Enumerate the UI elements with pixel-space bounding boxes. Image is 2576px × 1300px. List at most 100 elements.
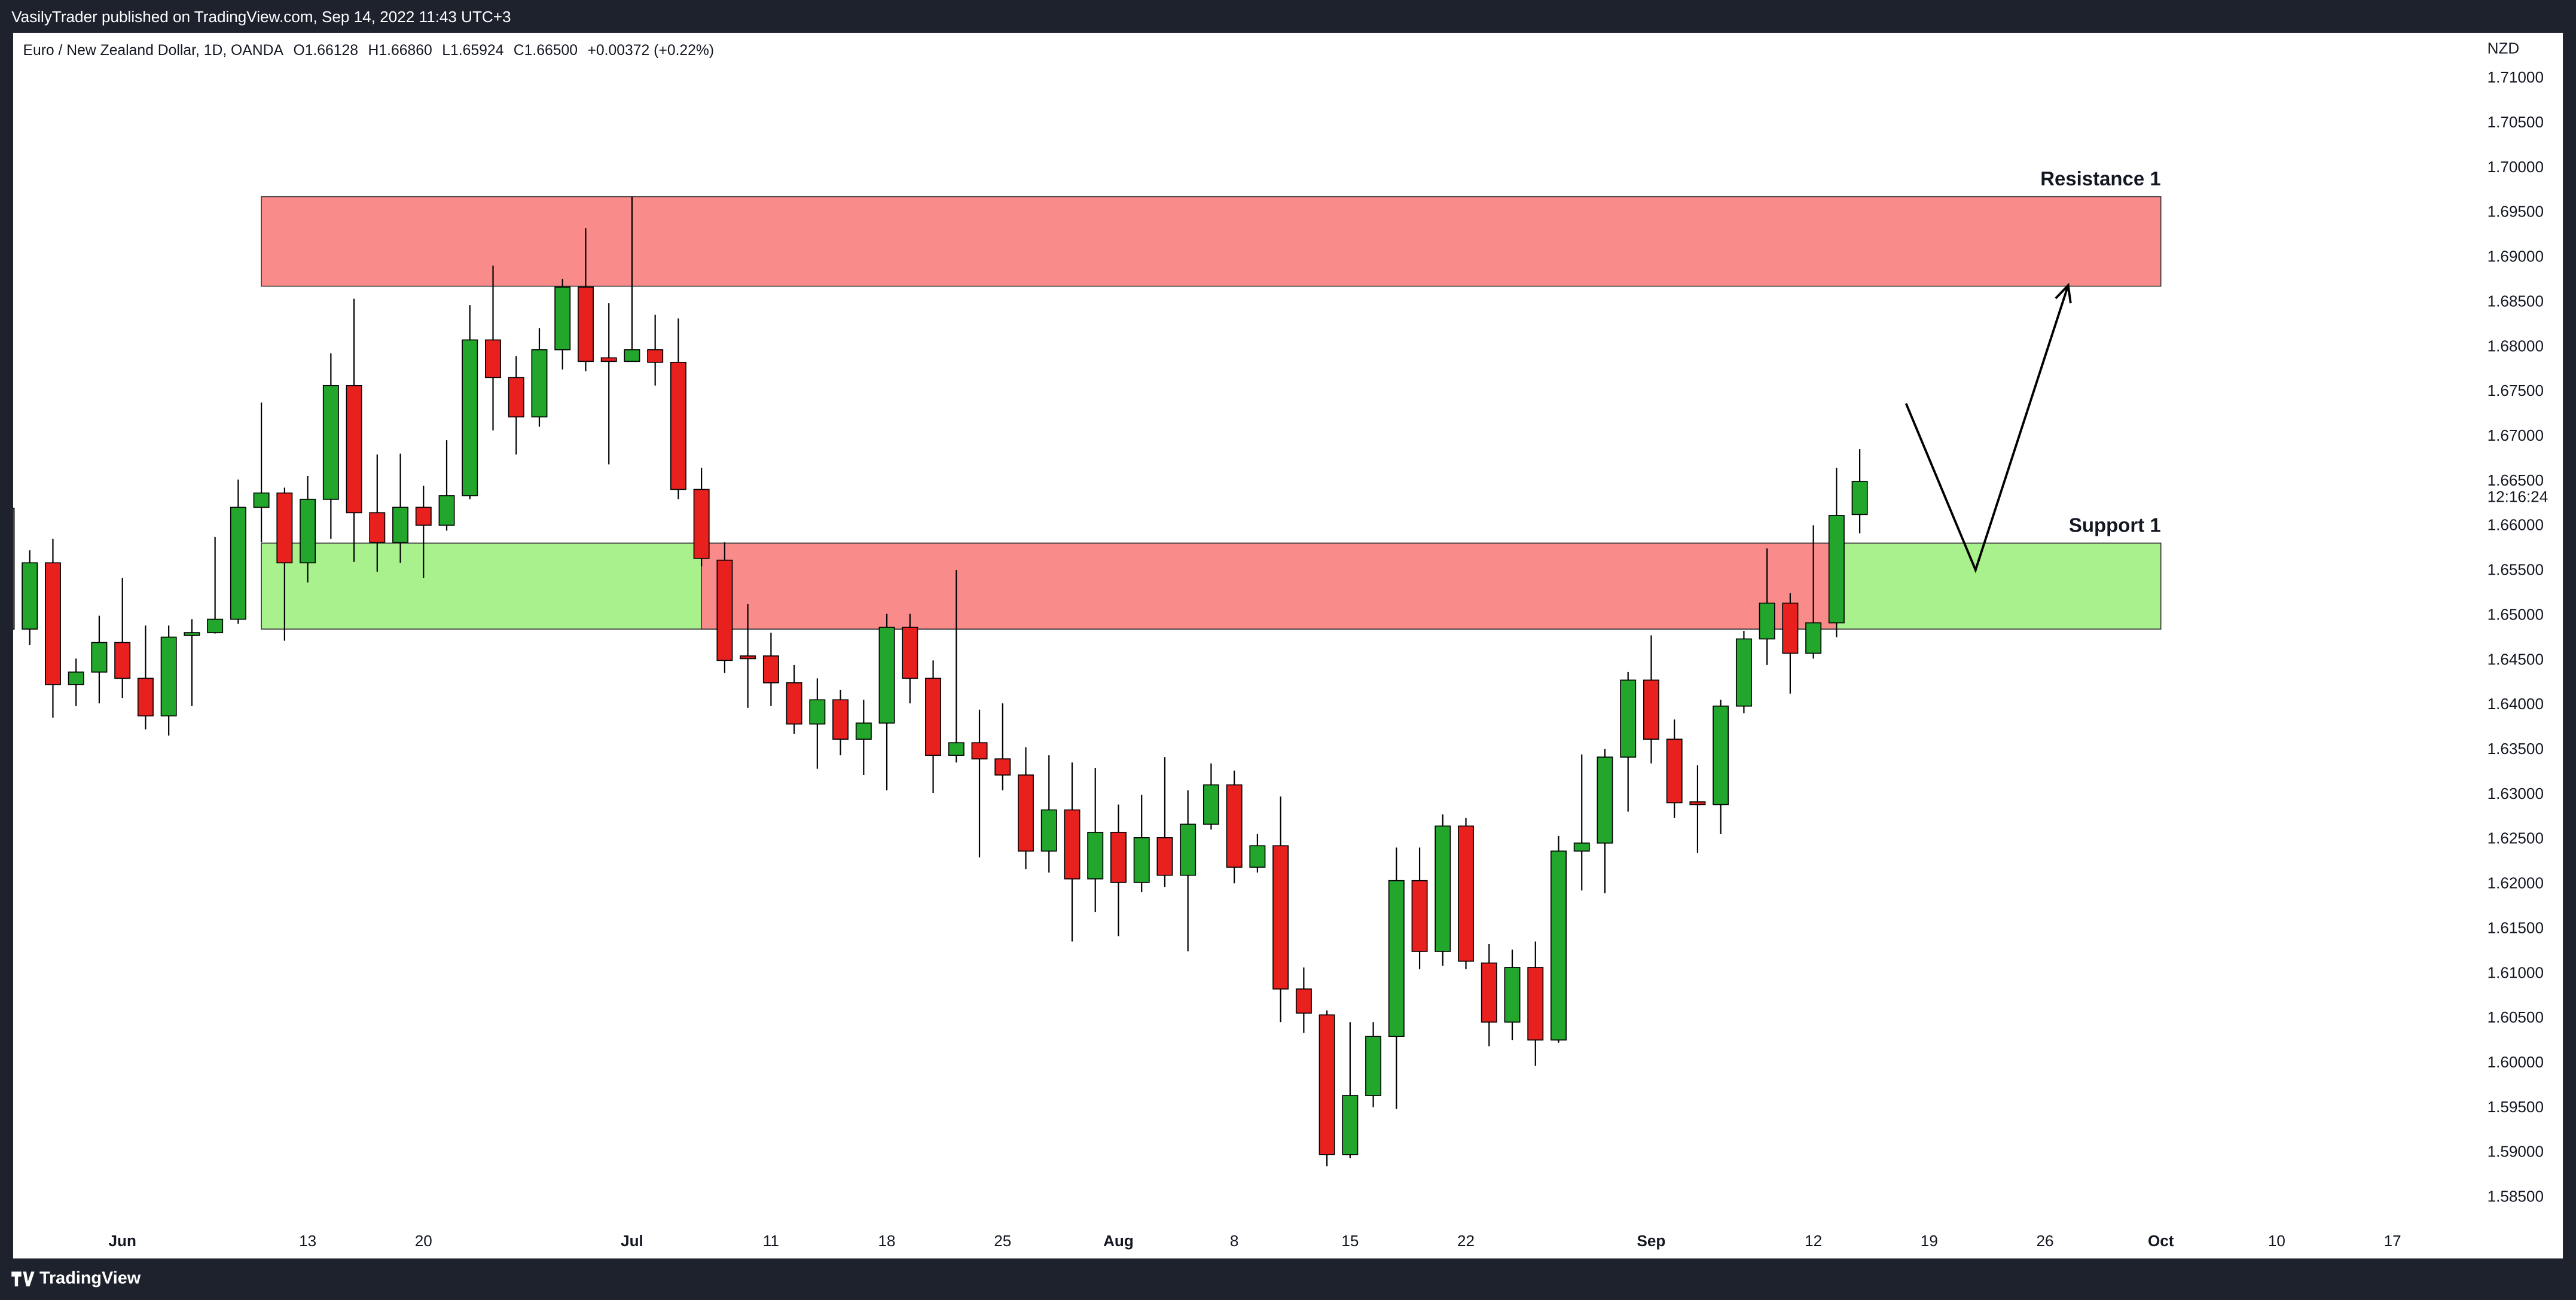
candle-body	[22, 562, 38, 630]
candle-body	[902, 627, 918, 679]
candle-body	[1481, 962, 1497, 1023]
y-tick-label: 1.59500	[2488, 1098, 2544, 1116]
y-tick-label: 1.67500	[2488, 382, 2544, 399]
zone-label: Resistance 1	[2040, 167, 2161, 190]
y-tick-label: 1.60000	[2488, 1053, 2544, 1071]
candle-body	[624, 349, 640, 362]
candle-body	[230, 506, 246, 620]
candle-body	[91, 642, 108, 673]
y-tick-label: 1.58500	[2488, 1188, 2544, 1206]
candle-body	[1759, 602, 1775, 640]
candle-body	[1504, 967, 1521, 1023]
candle-body	[994, 758, 1011, 776]
y-tick-label: 1.68000	[2488, 337, 2544, 355]
candle-body	[1342, 1095, 1359, 1155]
candle-body	[855, 722, 872, 740]
candle-body	[300, 499, 316, 564]
candle-body	[322, 384, 339, 500]
candle-body	[647, 349, 664, 363]
y-tick-label: 1.63500	[2488, 740, 2544, 758]
y-tick-label: 1.62500	[2488, 829, 2544, 847]
candle-body	[1735, 638, 1752, 707]
x-tick-label: 10	[2268, 1232, 2285, 1250]
y-tick-label: 1.66500	[2488, 471, 2544, 489]
y-tick-label: 1.65000	[2488, 605, 2544, 623]
x-tick-label: Jul	[621, 1232, 643, 1250]
candle-body	[1411, 880, 1428, 952]
publish-info: VasilyTrader published on TradingView.co…	[11, 8, 511, 26]
zone	[701, 542, 1838, 630]
candle-body	[369, 512, 386, 543]
brand-name: TradingView	[39, 1268, 141, 1287]
candle-body	[878, 627, 895, 724]
candle-body	[1156, 837, 1173, 876]
candle-body	[1828, 515, 1845, 624]
y-tick-label: 1.64500	[2488, 650, 2544, 668]
candle-body	[1018, 774, 1034, 852]
candle-body	[1365, 1036, 1382, 1096]
x-tick-label: 8	[1230, 1232, 1239, 1250]
candle-body	[531, 349, 548, 418]
x-tick-label: 19	[1921, 1232, 1938, 1250]
candle-body	[415, 506, 432, 526]
projection-line	[1904, 285, 2070, 573]
currency: NZD	[2488, 39, 2520, 57]
y-tick-label: 1.59000	[2488, 1143, 2544, 1161]
candle-body	[1388, 880, 1405, 1037]
candle-body	[1295, 988, 1312, 1014]
candle-body	[1318, 1014, 1335, 1155]
zone	[261, 196, 2162, 287]
chart-legend: Euro / New Zealand Dollar, 1D, OANDA O1.6…	[23, 42, 714, 59]
candle-body	[1551, 850, 1567, 1041]
candle-body	[762, 655, 779, 683]
candle-body	[462, 339, 478, 496]
candle-body	[160, 636, 177, 717]
candle-body	[392, 506, 409, 543]
candle-body	[114, 642, 131, 679]
plot	[13, 196, 2162, 1167]
y-tick-label: 1.63000	[2488, 785, 2544, 802]
y-tick-label: 1.68500	[2488, 292, 2544, 310]
candle-body	[346, 384, 362, 514]
arrow-head	[2055, 282, 2072, 304]
candle-body	[1226, 784, 1243, 868]
x-tick-label: 18	[878, 1232, 896, 1250]
candle-body	[1851, 481, 1868, 515]
candle-body	[485, 339, 501, 379]
x-tick-label: 26	[2037, 1232, 2054, 1250]
candle-body	[1805, 622, 1822, 654]
candle-body	[253, 492, 270, 508]
y-tick-label: 1.62000	[2488, 874, 2544, 892]
countdown: 12:16:24	[2488, 487, 2548, 505]
x-tick-label: 17	[2384, 1232, 2401, 1250]
candle-body	[13, 508, 15, 630]
y-tick-label: 1.69000	[2488, 248, 2544, 266]
candle-body	[1573, 843, 1590, 852]
candle-body	[1249, 845, 1266, 868]
symbol: Euro / New Zealand Dollar, 1D, OANDA	[23, 42, 283, 59]
candle-body	[1666, 739, 1683, 804]
candle-body	[137, 678, 154, 717]
y-tick-label: 1.70500	[2488, 113, 2544, 131]
y-tick-label: 1.67000	[2488, 426, 2544, 444]
x-tick-label: Sep	[1637, 1232, 1666, 1250]
x-tick-label: 12	[1805, 1232, 1822, 1250]
candle-body	[716, 559, 733, 661]
candle-body	[1272, 845, 1289, 990]
y-tick-label: 1.61000	[2488, 963, 2544, 981]
x-tick-label: 13	[299, 1232, 316, 1250]
candle-body	[184, 632, 200, 636]
candle-body	[508, 377, 524, 418]
candle-body	[1110, 832, 1127, 883]
y-tick-label: 1.71000	[2488, 68, 2544, 86]
candle-body	[276, 492, 293, 564]
y-tick-label: 1.61500	[2488, 918, 2544, 936]
x-tick-label: 20	[415, 1232, 432, 1250]
legend-open: O1.66128	[293, 42, 358, 59]
candle-body	[1597, 756, 1613, 844]
candle-body	[925, 678, 942, 756]
legend-change: +0.00372 (+0.22%)	[588, 42, 715, 59]
candle-body	[1434, 825, 1451, 952]
